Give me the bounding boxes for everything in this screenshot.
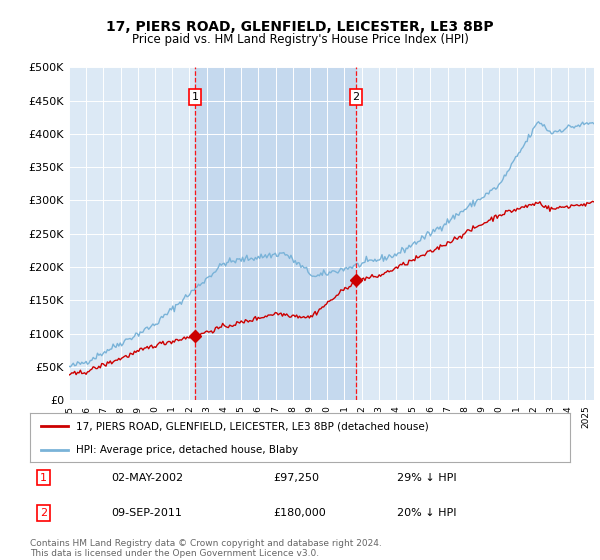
- Text: HPI: Average price, detached house, Blaby: HPI: Average price, detached house, Blab…: [76, 445, 298, 455]
- Text: 09-SEP-2011: 09-SEP-2011: [111, 508, 182, 518]
- Bar: [195, 67, 356, 400]
- Text: 2: 2: [352, 92, 359, 102]
- Text: £97,250: £97,250: [273, 473, 319, 483]
- Text: 02-MAY-2002: 02-MAY-2002: [111, 473, 183, 483]
- Text: Contains HM Land Registry data © Crown copyright and database right 2024.
This d: Contains HM Land Registry data © Crown c…: [30, 539, 382, 558]
- Text: £180,000: £180,000: [273, 508, 326, 518]
- Text: 1: 1: [40, 473, 47, 483]
- Text: 1: 1: [191, 92, 199, 102]
- Text: 17, PIERS ROAD, GLENFIELD, LEICESTER, LE3 8BP (detached house): 17, PIERS ROAD, GLENFIELD, LEICESTER, LE…: [76, 421, 428, 431]
- Text: 17, PIERS ROAD, GLENFIELD, LEICESTER, LE3 8BP: 17, PIERS ROAD, GLENFIELD, LEICESTER, LE…: [106, 20, 494, 34]
- Text: 20% ↓ HPI: 20% ↓ HPI: [397, 508, 457, 518]
- Text: 29% ↓ HPI: 29% ↓ HPI: [397, 473, 457, 483]
- Text: 2: 2: [40, 508, 47, 518]
- Text: Price paid vs. HM Land Registry's House Price Index (HPI): Price paid vs. HM Land Registry's House …: [131, 32, 469, 46]
